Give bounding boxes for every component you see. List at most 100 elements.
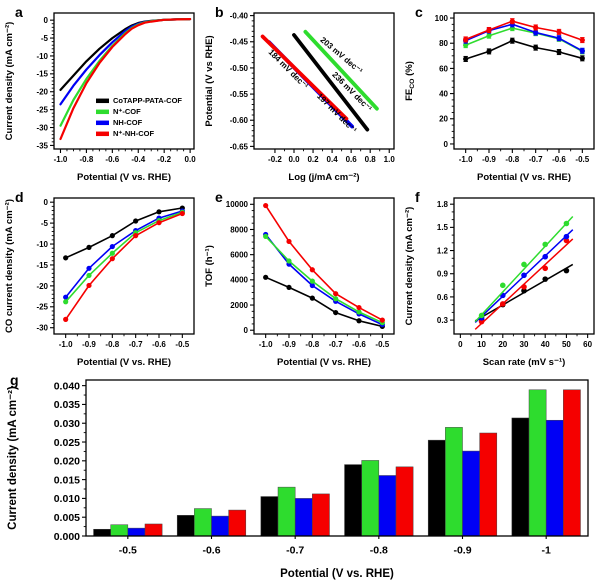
svg-text:-0.8: -0.8: [370, 545, 388, 557]
svg-text:0.8: 0.8: [365, 155, 377, 164]
svg-text:0: 0: [444, 140, 449, 149]
svg-text:10: 10: [477, 340, 486, 349]
svg-text:-0.8: -0.8: [80, 155, 94, 164]
svg-text:-30: -30: [36, 324, 48, 333]
svg-text:0.0: 0.0: [185, 155, 197, 164]
svg-text:-0.9: -0.9: [453, 545, 471, 557]
panel-e-tof-chart: -1.0 -0.9 -0.8 -0.7 -0.6 -0.5 0 2000 4000 6000 800…: [200, 185, 400, 370]
svg-text:Potential (V vs. RHE): Potential (V vs. RHE): [77, 357, 171, 368]
svg-text:6000: 6000: [230, 251, 248, 260]
svg-text:g: g: [10, 372, 19, 388]
svg-text:0.9: 0.9: [437, 270, 449, 279]
svg-text:CO current density (mA cm⁻²): CO current density (mA cm⁻²): [4, 199, 15, 333]
svg-text:-0.60: -0.60: [230, 116, 249, 125]
svg-text:-1.0: -1.0: [59, 340, 73, 349]
svg-text:8000: 8000: [230, 225, 248, 234]
svg-text:0.0: 0.0: [288, 155, 300, 164]
svg-text:-0.7: -0.7: [129, 340, 143, 349]
svg-text:b: b: [215, 4, 224, 20]
svg-text:-35: -35: [36, 141, 48, 150]
svg-text:1.8: 1.8: [437, 200, 449, 209]
svg-text:Potential (V vs. RHE): Potential (V vs. RHE): [77, 172, 171, 183]
panel-f-scan-rate-chart: 0 10 20 30 40 50 60 0.3 0.6 0.9 1.2 1.5 1.8 Scan rate…: [400, 185, 600, 370]
panel-d-co-current-density-chart: -1.0 -0.9 -0.8 -0.7 -0.6 -0.5 0 -5 -10 -15 -20 -25 -…: [0, 185, 200, 370]
svg-text:N⁺-COF: N⁺-COF: [113, 107, 141, 116]
svg-text:0.020: 0.020: [54, 456, 80, 468]
svg-text:a: a: [15, 4, 23, 20]
panel-g-bar-chart: -0.5 -0.6 -0.7 -0.8 -0.9 -1 0.000 0.005 0.010 0.0…: [0, 370, 600, 582]
svg-text:-0.7: -0.7: [286, 545, 304, 557]
svg-text:-20: -20: [36, 88, 48, 97]
svg-text:CoTAPP-PATA-COF: CoTAPP-PATA-COF: [113, 96, 182, 105]
svg-text:0.005: 0.005: [54, 512, 80, 524]
svg-text:Current density (mA cm⁻²): Current density (mA cm⁻²): [7, 386, 19, 530]
svg-text:Potential (V vs. RHE): Potential (V vs. RHE): [477, 172, 571, 183]
svg-text:-0.6: -0.6: [105, 155, 119, 164]
svg-text:Current density (mA cm⁻²): Current density (mA cm⁻²): [404, 207, 415, 326]
svg-text:-25: -25: [36, 106, 48, 115]
svg-text:-0.2: -0.2: [157, 155, 171, 164]
svg-text:-1.0: -1.0: [459, 155, 473, 164]
svg-text:d: d: [15, 189, 24, 205]
svg-text:TOF (h⁻¹): TOF (h⁻¹): [204, 245, 215, 287]
svg-text:0.6: 0.6: [437, 293, 449, 302]
svg-text:N⁺-NH-COF: N⁺-NH-COF: [113, 129, 154, 138]
svg-text:50: 50: [562, 340, 571, 349]
svg-text:-20: -20: [36, 282, 48, 291]
svg-text:-1.0: -1.0: [54, 155, 68, 164]
svg-text:e: e: [215, 189, 223, 205]
svg-text:-30: -30: [36, 123, 48, 132]
svg-text:Potential (V vs. RHE): Potential (V vs. RHE): [280, 568, 394, 580]
svg-text:-0.55: -0.55: [230, 90, 249, 99]
svg-text:Current density (mA cm⁻²): Current density (mA cm⁻²): [4, 22, 15, 141]
svg-text:-15: -15: [36, 261, 48, 270]
svg-text:-0.6: -0.6: [352, 340, 366, 349]
panel-c-faradaic-efficiency-chart: -1.0 -0.9 -0.8 -0.7 -0.6 -0.5 0 20 40 60 80 100 Pote…: [400, 0, 600, 185]
svg-text:-0.2: -0.2: [268, 155, 282, 164]
svg-text:-0.7: -0.7: [529, 155, 543, 164]
svg-text:-0.9: -0.9: [282, 340, 296, 349]
svg-text:40: 40: [439, 89, 448, 98]
svg-text:-25: -25: [36, 303, 48, 312]
svg-text:-0.5: -0.5: [119, 545, 137, 557]
svg-text:-0.5: -0.5: [375, 340, 389, 349]
svg-text:Potential (V vs RHE): Potential (V vs RHE): [204, 35, 215, 126]
svg-text:-0.50: -0.50: [230, 64, 249, 73]
svg-text:-0.9: -0.9: [482, 155, 496, 164]
svg-text:0.040: 0.040: [54, 380, 80, 392]
svg-text:-1.0: -1.0: [259, 340, 273, 349]
svg-text:1.5: 1.5: [437, 223, 449, 232]
svg-text:-5: -5: [41, 34, 49, 43]
svg-text:60: 60: [583, 340, 592, 349]
svg-text:-0.45: -0.45: [230, 38, 249, 47]
svg-text:40: 40: [541, 340, 550, 349]
svg-text:NH-COF: NH-COF: [113, 118, 143, 127]
svg-text:0: 0: [244, 326, 249, 335]
svg-text:0.4: 0.4: [327, 155, 339, 164]
svg-text:0.035: 0.035: [54, 399, 80, 411]
svg-text:-0.5: -0.5: [175, 340, 189, 349]
svg-text:-5: -5: [41, 219, 49, 228]
svg-text:0.030: 0.030: [54, 418, 80, 430]
svg-text:0.2: 0.2: [307, 155, 319, 164]
svg-text:20: 20: [439, 115, 448, 124]
svg-text:-10: -10: [36, 52, 48, 61]
svg-text:1.0: 1.0: [384, 155, 396, 164]
svg-text:f: f: [415, 189, 420, 205]
svg-text:0.6: 0.6: [346, 155, 358, 164]
svg-text:-0.6: -0.6: [152, 340, 166, 349]
panel-a-lsv-chart: -1.0 -0.8 -0.6 -0.4 -0.2 0.0 0 -5 -10 -15 -20 -25 -3…: [0, 0, 200, 185]
svg-text:80: 80: [439, 39, 448, 48]
svg-text:20: 20: [498, 340, 507, 349]
svg-text:-0.65: -0.65: [230, 142, 249, 151]
svg-text:FECO (%): FECO (%): [404, 61, 416, 101]
svg-text:-0.8: -0.8: [105, 340, 119, 349]
svg-text:Log (j/mA cm⁻²): Log (j/mA cm⁻²): [288, 172, 359, 183]
svg-text:1.2: 1.2: [437, 246, 449, 255]
svg-text:0.015: 0.015: [54, 474, 80, 486]
svg-text:0.3: 0.3: [437, 316, 449, 325]
svg-text:-0.9: -0.9: [82, 340, 96, 349]
svg-text:-0.7: -0.7: [329, 340, 343, 349]
svg-text:0: 0: [458, 340, 463, 349]
